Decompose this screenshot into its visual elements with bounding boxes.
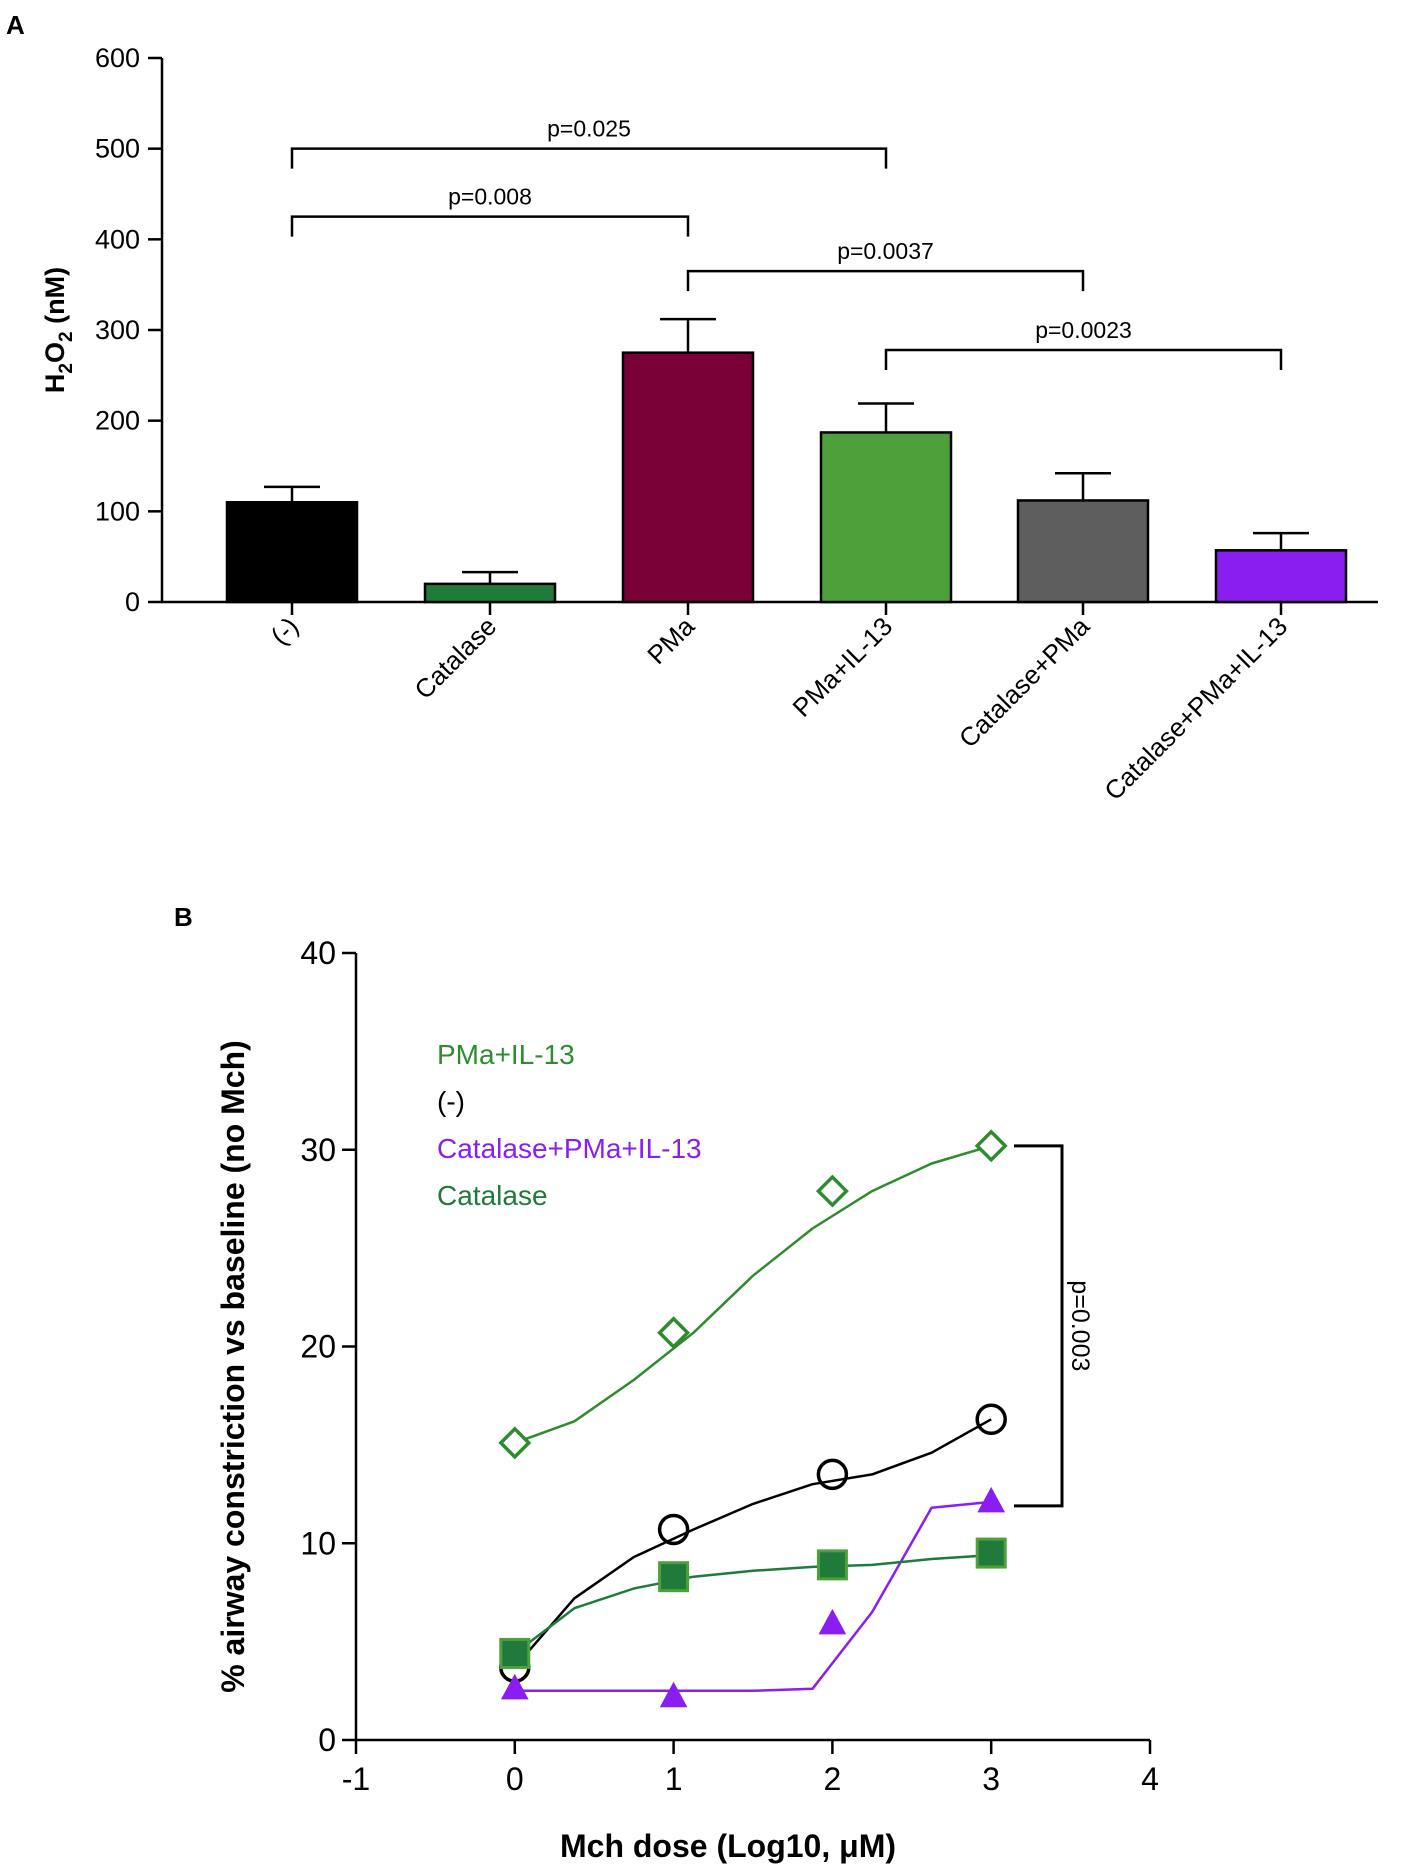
y-axis-label-subscript: 2 xyxy=(56,363,77,374)
panel-label: B xyxy=(174,902,193,932)
y-axis-label-part: (nM) xyxy=(40,267,70,331)
y-tick-label: 100 xyxy=(95,496,140,526)
x-tick-label: 4 xyxy=(1141,1761,1159,1797)
data-point-diamond xyxy=(657,1316,691,1350)
significance-bracket xyxy=(290,215,690,237)
x-tick-label: -1 xyxy=(342,1761,370,1797)
x-tick-label: 0 xyxy=(506,1761,524,1797)
x-tick-label: 2 xyxy=(824,1761,842,1797)
significance-label: p=0.0023 xyxy=(1035,317,1132,343)
significance-bracket xyxy=(686,269,1085,292)
x-tick-label: (-) xyxy=(265,611,305,651)
y-axis-label-part: O xyxy=(40,342,70,363)
y-tick-label: 0 xyxy=(318,1722,336,1758)
significance-label: p=0.008 xyxy=(448,184,532,210)
y-tick-label: 30 xyxy=(300,1132,336,1168)
significance-bracket xyxy=(1014,1144,1064,1508)
bar xyxy=(225,501,359,604)
bar xyxy=(1214,549,1348,604)
y-tick-label: 400 xyxy=(95,224,140,254)
data-point-diamond xyxy=(498,1426,532,1460)
significance-bracket xyxy=(290,147,888,169)
data-point-triangle xyxy=(659,1681,688,1708)
data-point-square xyxy=(499,1637,531,1669)
data-point-triangle xyxy=(500,1673,529,1700)
data-point-circle xyxy=(657,1513,690,1546)
fit-curve xyxy=(514,1144,992,1445)
y-tick-label: 20 xyxy=(300,1329,336,1365)
fit-curve xyxy=(514,1500,992,1693)
data-point-square xyxy=(975,1537,1007,1569)
data-point-triangle xyxy=(818,1608,847,1635)
legend-entry: Catalase xyxy=(437,1180,548,1211)
x-tick-label: Catalase+PMa+IL-13 xyxy=(1098,611,1293,806)
x-axis-label: Mch dose (Log10, μM) xyxy=(560,1828,896,1864)
significance-bracket xyxy=(884,348,1283,370)
panel-label: A xyxy=(6,10,25,40)
data-point-triangle xyxy=(977,1486,1006,1513)
bar xyxy=(423,582,557,604)
bar xyxy=(1016,499,1150,604)
fit-curve xyxy=(514,1553,992,1655)
y-tick-label: 300 xyxy=(95,315,140,345)
y-tick-label: 10 xyxy=(300,1525,336,1561)
data-point-circle xyxy=(975,1403,1007,1436)
y-axis-label-subscript: 2 xyxy=(56,331,77,342)
bar xyxy=(621,351,755,604)
data-point-circle xyxy=(816,1458,849,1491)
data-point-diamond xyxy=(974,1129,1008,1163)
y-tick-label: 0 xyxy=(125,587,140,617)
y-axis-label-part: H xyxy=(40,374,70,394)
fit-curve xyxy=(513,1418,992,1669)
legend-entry: (-) xyxy=(437,1086,465,1117)
data-point-diamond xyxy=(815,1174,849,1208)
legend-entry: Catalase+PMa+IL-13 xyxy=(437,1133,702,1164)
y-tick-label: 40 xyxy=(300,935,336,971)
x-tick-label: PMa+IL-13 xyxy=(787,611,899,723)
data-point-square xyxy=(816,1549,848,1581)
y-tick-label: 200 xyxy=(95,406,140,436)
significance-label: p=0.003 xyxy=(1066,1280,1094,1371)
y-axis-label: % airway constriction vs baseline (no Mc… xyxy=(215,1040,251,1693)
y-axis-label: H2O2 (nM) xyxy=(40,267,77,393)
legend-entry: PMa+IL-13 xyxy=(437,1039,575,1070)
x-tick-label: 3 xyxy=(982,1761,1000,1797)
x-tick-label: Catalase xyxy=(408,611,502,705)
x-tick-label: Catalase+PMa xyxy=(953,611,1096,754)
x-tick-label: 1 xyxy=(665,1761,683,1797)
data-point-square xyxy=(658,1561,690,1593)
bar xyxy=(819,431,953,604)
x-tick-label: PMa xyxy=(641,611,700,670)
significance-label: p=0.025 xyxy=(547,116,631,142)
significance-label: p=0.0037 xyxy=(837,238,934,264)
y-tick-label: 600 xyxy=(95,43,140,73)
y-tick-label: 500 xyxy=(95,134,140,164)
